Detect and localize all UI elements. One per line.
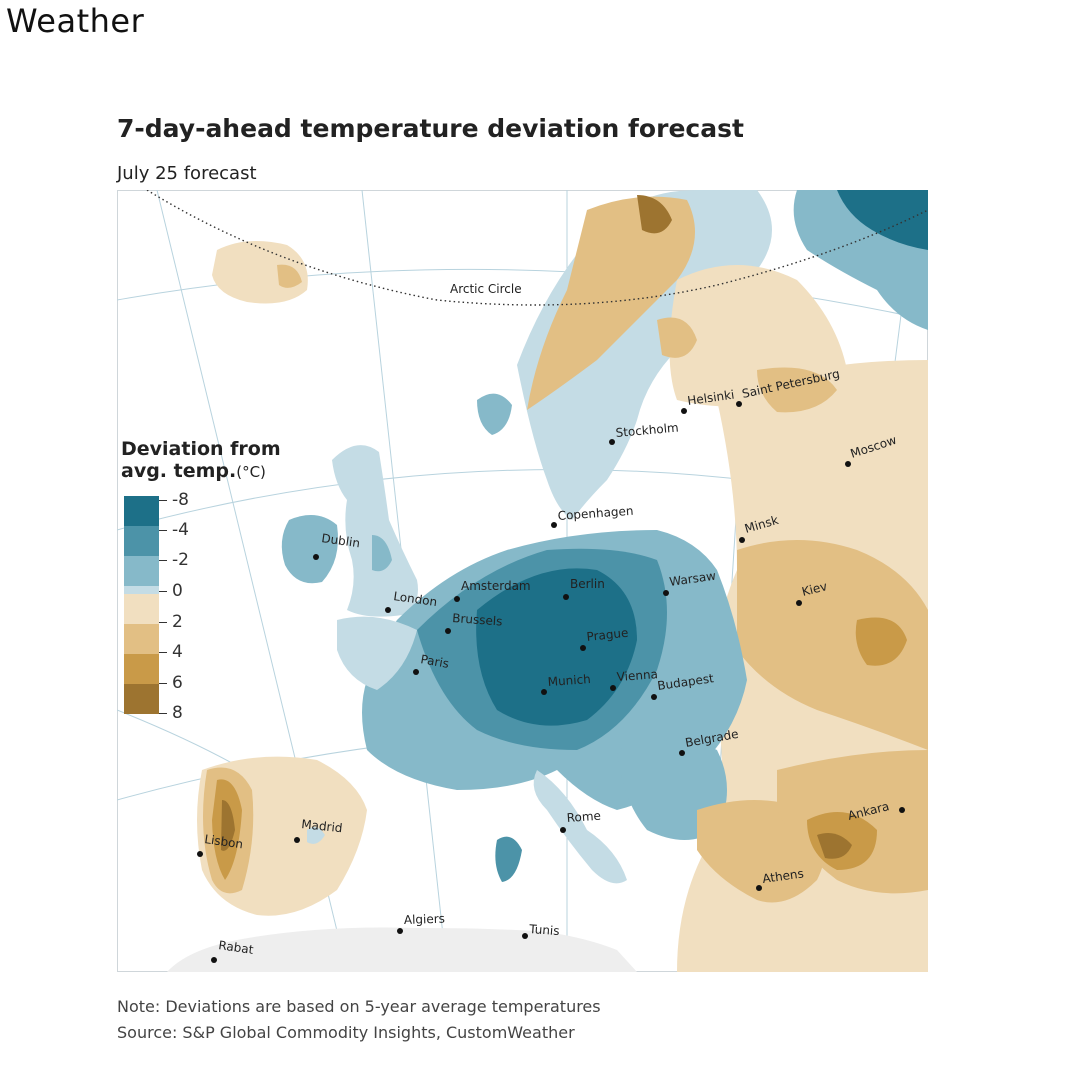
color-legend: -8 -4 -2 0 2 4 6 8 xyxy=(124,491,214,723)
city-dot xyxy=(845,461,851,467)
city-label: Stockholm xyxy=(615,421,679,440)
legend-swatch xyxy=(124,496,159,526)
city-dot xyxy=(796,600,802,606)
city-label: Munich xyxy=(547,672,591,689)
arctic-circle-line xyxy=(146,190,928,306)
city-dot xyxy=(413,669,419,675)
legend-swatch xyxy=(124,684,159,714)
source-text: Source: S&P Global Commodity Insights, C… xyxy=(117,1023,575,1042)
city-label: Berlin xyxy=(570,577,605,591)
city-dot xyxy=(563,594,569,600)
city-label: Athens xyxy=(761,866,804,886)
city-label: Paris xyxy=(419,652,450,671)
city-dot xyxy=(385,607,391,613)
city-label: Dublin xyxy=(321,531,361,550)
ireland xyxy=(281,515,338,584)
city-label: Amsterdam xyxy=(461,579,531,593)
city-dot xyxy=(651,694,657,700)
city-dot xyxy=(899,807,905,813)
legend-tick-label: 0 xyxy=(172,581,183,601)
legend-swatch xyxy=(124,654,159,684)
legend-tick xyxy=(159,530,167,531)
legend-tick-label: 2 xyxy=(172,612,183,632)
figure-title: 7-day-ahead temperature deviation foreca… xyxy=(117,114,744,143)
legend-tick-label: -4 xyxy=(172,520,189,540)
city-dot xyxy=(551,522,557,528)
legend-swatch xyxy=(124,594,159,624)
legend-tick xyxy=(159,622,167,623)
city-dot xyxy=(663,590,669,596)
figure-footnote: Note: Deviations are based on 5-year ave… xyxy=(117,994,601,1046)
city-dot xyxy=(541,689,547,695)
legend-swatch xyxy=(124,624,159,654)
city-dot xyxy=(580,645,586,651)
legend-title-line1: Deviation from xyxy=(121,438,281,460)
legend-tick xyxy=(159,500,167,501)
arctic-circle-label: Arctic Circle xyxy=(450,282,522,296)
city-label: Algiers xyxy=(404,912,446,927)
iceland xyxy=(212,241,308,304)
city-label: Helsinki xyxy=(686,388,735,408)
city-label: London xyxy=(393,589,439,609)
legend-tick xyxy=(159,713,167,714)
legend-tick-label: -8 xyxy=(172,490,189,510)
city-label: Prague xyxy=(586,626,629,644)
legend-tick-label: 4 xyxy=(172,642,183,662)
city-label: Warsaw xyxy=(668,569,716,589)
city-dot xyxy=(454,596,460,602)
legend-tick xyxy=(159,560,167,561)
city-dot xyxy=(445,628,451,634)
city-dot xyxy=(609,439,615,445)
city-dot xyxy=(739,537,745,543)
city-label: Rome xyxy=(566,809,601,825)
legend-tick-label: -2 xyxy=(172,550,189,570)
city-dot xyxy=(736,401,742,407)
page-title: Weather xyxy=(6,2,145,40)
city-dot xyxy=(313,554,319,560)
city-label: Tunis xyxy=(528,922,560,938)
city-dot xyxy=(522,933,528,939)
legend-tick xyxy=(159,591,167,592)
city-label: Vienna xyxy=(616,667,658,684)
europe-map: Arctic Circle Dublin London Amsterdam Br… xyxy=(117,190,928,972)
legend-unit: (°C) xyxy=(236,463,266,481)
city-dot xyxy=(681,408,687,414)
legend-title: Deviation from avg. temp.(°C) xyxy=(121,438,281,483)
city-dot xyxy=(294,837,300,843)
figure-subtitle: July 25 forecast xyxy=(117,163,257,184)
great-britain xyxy=(332,445,418,617)
north-africa xyxy=(167,927,637,972)
city-label: Copenhagen xyxy=(557,504,634,523)
city-dot xyxy=(560,827,566,833)
city-dot xyxy=(679,750,685,756)
city-label: Rabat xyxy=(218,938,255,957)
city-dot xyxy=(197,851,203,857)
city-dot xyxy=(397,928,403,934)
legend-tick-label: 8 xyxy=(172,703,183,723)
legend-swatch xyxy=(124,526,159,556)
note-text: Note: Deviations are based on 5-year ave… xyxy=(117,997,601,1016)
city-label: Brussels xyxy=(452,611,503,628)
legend-tick xyxy=(159,683,167,684)
italy xyxy=(533,770,627,884)
city-label: Kiev xyxy=(800,579,828,599)
city-label: Madrid xyxy=(301,817,343,835)
city-dot xyxy=(211,957,217,963)
city-label: Lisbon xyxy=(204,832,244,851)
legend-tick xyxy=(159,652,167,653)
legend-swatch xyxy=(124,556,159,586)
legend-title-line2: avg. temp.(°C) xyxy=(121,460,266,482)
legend-tick-label: 6 xyxy=(172,673,183,693)
map-panel: Arctic Circle Dublin London Amsterdam Br… xyxy=(117,190,928,972)
city-dot xyxy=(756,885,762,891)
city-dot xyxy=(610,685,616,691)
